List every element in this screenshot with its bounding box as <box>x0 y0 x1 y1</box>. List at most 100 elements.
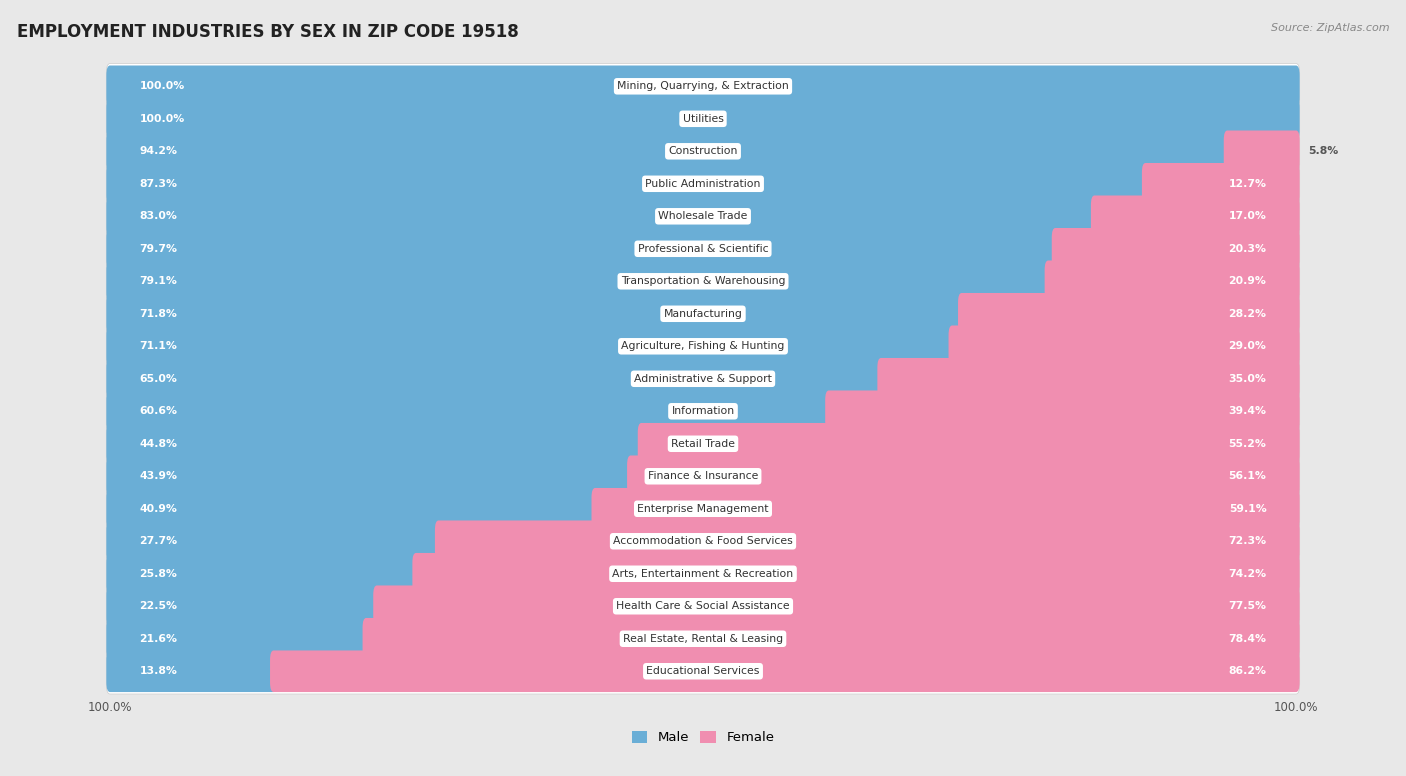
Text: 79.1%: 79.1% <box>139 276 177 286</box>
Text: Manufacturing: Manufacturing <box>664 309 742 319</box>
Text: Finance & Insurance: Finance & Insurance <box>648 471 758 481</box>
FancyBboxPatch shape <box>107 98 1299 140</box>
FancyBboxPatch shape <box>107 486 1299 532</box>
Legend: Male, Female: Male, Female <box>626 726 780 750</box>
FancyBboxPatch shape <box>107 584 1299 629</box>
FancyBboxPatch shape <box>107 291 1299 337</box>
Text: 74.2%: 74.2% <box>1229 569 1267 579</box>
FancyBboxPatch shape <box>107 453 1299 499</box>
FancyBboxPatch shape <box>1142 163 1299 205</box>
FancyBboxPatch shape <box>107 161 1299 206</box>
FancyBboxPatch shape <box>373 585 1299 627</box>
Text: 29.0%: 29.0% <box>1229 341 1267 352</box>
FancyBboxPatch shape <box>592 488 1299 529</box>
Text: Real Estate, Rental & Leasing: Real Estate, Rental & Leasing <box>623 634 783 644</box>
Text: 12.7%: 12.7% <box>1229 178 1267 189</box>
FancyBboxPatch shape <box>107 553 419 594</box>
Text: 79.7%: 79.7% <box>139 244 177 254</box>
Text: 78.4%: 78.4% <box>1229 634 1267 644</box>
FancyBboxPatch shape <box>270 650 1299 692</box>
Text: 86.2%: 86.2% <box>1229 667 1267 676</box>
FancyBboxPatch shape <box>1091 196 1299 237</box>
FancyBboxPatch shape <box>107 228 1059 269</box>
Text: 25.8%: 25.8% <box>139 569 177 579</box>
FancyBboxPatch shape <box>107 65 1299 107</box>
FancyBboxPatch shape <box>107 650 277 692</box>
Text: 71.8%: 71.8% <box>139 309 177 319</box>
Text: 35.0%: 35.0% <box>1229 374 1267 384</box>
FancyBboxPatch shape <box>107 64 1299 109</box>
Text: Professional & Scientific: Professional & Scientific <box>638 244 768 254</box>
Text: 56.1%: 56.1% <box>1229 471 1267 481</box>
FancyBboxPatch shape <box>107 261 1052 302</box>
Text: 27.7%: 27.7% <box>139 536 177 546</box>
Text: 94.2%: 94.2% <box>139 147 177 156</box>
FancyBboxPatch shape <box>107 163 1149 205</box>
FancyBboxPatch shape <box>107 518 1299 564</box>
Text: 60.6%: 60.6% <box>139 407 177 416</box>
FancyBboxPatch shape <box>1223 130 1299 172</box>
Text: 22.5%: 22.5% <box>139 601 177 611</box>
FancyBboxPatch shape <box>107 389 1299 434</box>
Text: 100.0%: 100.0% <box>87 701 132 713</box>
Text: Enterprise Management: Enterprise Management <box>637 504 769 514</box>
Text: 44.8%: 44.8% <box>139 438 177 449</box>
Text: 87.3%: 87.3% <box>139 178 177 189</box>
FancyBboxPatch shape <box>107 324 1299 369</box>
Text: Information: Information <box>672 407 734 416</box>
Text: 100.0%: 100.0% <box>139 81 184 92</box>
Text: 21.6%: 21.6% <box>139 634 177 644</box>
Text: Retail Trade: Retail Trade <box>671 438 735 449</box>
Text: 17.0%: 17.0% <box>1229 211 1267 221</box>
Text: 20.9%: 20.9% <box>1229 276 1267 286</box>
Text: Transportation & Warehousing: Transportation & Warehousing <box>621 276 785 286</box>
Text: Administrative & Support: Administrative & Support <box>634 374 772 384</box>
FancyBboxPatch shape <box>107 488 599 529</box>
Text: Public Administration: Public Administration <box>645 178 761 189</box>
Text: 100.0%: 100.0% <box>1274 701 1319 713</box>
Text: Utilities: Utilities <box>682 114 724 124</box>
Text: 55.2%: 55.2% <box>1229 438 1267 449</box>
Text: 65.0%: 65.0% <box>139 374 177 384</box>
Text: EMPLOYMENT INDUSTRIES BY SEX IN ZIP CODE 19518: EMPLOYMENT INDUSTRIES BY SEX IN ZIP CODE… <box>17 23 519 41</box>
FancyBboxPatch shape <box>107 129 1299 174</box>
Text: 43.9%: 43.9% <box>139 471 177 481</box>
FancyBboxPatch shape <box>825 390 1299 432</box>
Text: 83.0%: 83.0% <box>139 211 177 221</box>
FancyBboxPatch shape <box>877 358 1299 400</box>
Text: 20.3%: 20.3% <box>1229 244 1267 254</box>
Text: 71.1%: 71.1% <box>139 341 177 352</box>
Text: 77.5%: 77.5% <box>1229 601 1267 611</box>
FancyBboxPatch shape <box>107 356 1299 401</box>
FancyBboxPatch shape <box>957 293 1299 334</box>
Text: 72.3%: 72.3% <box>1229 536 1267 546</box>
FancyBboxPatch shape <box>107 521 441 562</box>
FancyBboxPatch shape <box>107 325 957 367</box>
Text: 100.0%: 100.0% <box>139 114 184 124</box>
Text: Construction: Construction <box>668 147 738 156</box>
FancyBboxPatch shape <box>107 196 1098 237</box>
Text: 28.2%: 28.2% <box>1229 309 1267 319</box>
FancyBboxPatch shape <box>107 456 634 497</box>
FancyBboxPatch shape <box>107 618 370 660</box>
Text: Arts, Entertainment & Recreation: Arts, Entertainment & Recreation <box>613 569 793 579</box>
FancyBboxPatch shape <box>107 130 1230 172</box>
FancyBboxPatch shape <box>363 618 1299 660</box>
FancyBboxPatch shape <box>434 521 1299 562</box>
FancyBboxPatch shape <box>107 293 965 334</box>
FancyBboxPatch shape <box>107 649 1299 694</box>
FancyBboxPatch shape <box>1052 228 1299 269</box>
FancyBboxPatch shape <box>107 96 1299 141</box>
FancyBboxPatch shape <box>107 258 1299 304</box>
FancyBboxPatch shape <box>107 551 1299 597</box>
FancyBboxPatch shape <box>949 325 1299 367</box>
FancyBboxPatch shape <box>107 226 1299 272</box>
Text: Mining, Quarrying, & Extraction: Mining, Quarrying, & Extraction <box>617 81 789 92</box>
Text: Source: ZipAtlas.com: Source: ZipAtlas.com <box>1271 23 1389 33</box>
Text: 13.8%: 13.8% <box>139 667 177 676</box>
FancyBboxPatch shape <box>627 456 1299 497</box>
Text: Educational Services: Educational Services <box>647 667 759 676</box>
FancyBboxPatch shape <box>107 421 1299 466</box>
Text: Wholesale Trade: Wholesale Trade <box>658 211 748 221</box>
Text: 39.4%: 39.4% <box>1229 407 1267 416</box>
